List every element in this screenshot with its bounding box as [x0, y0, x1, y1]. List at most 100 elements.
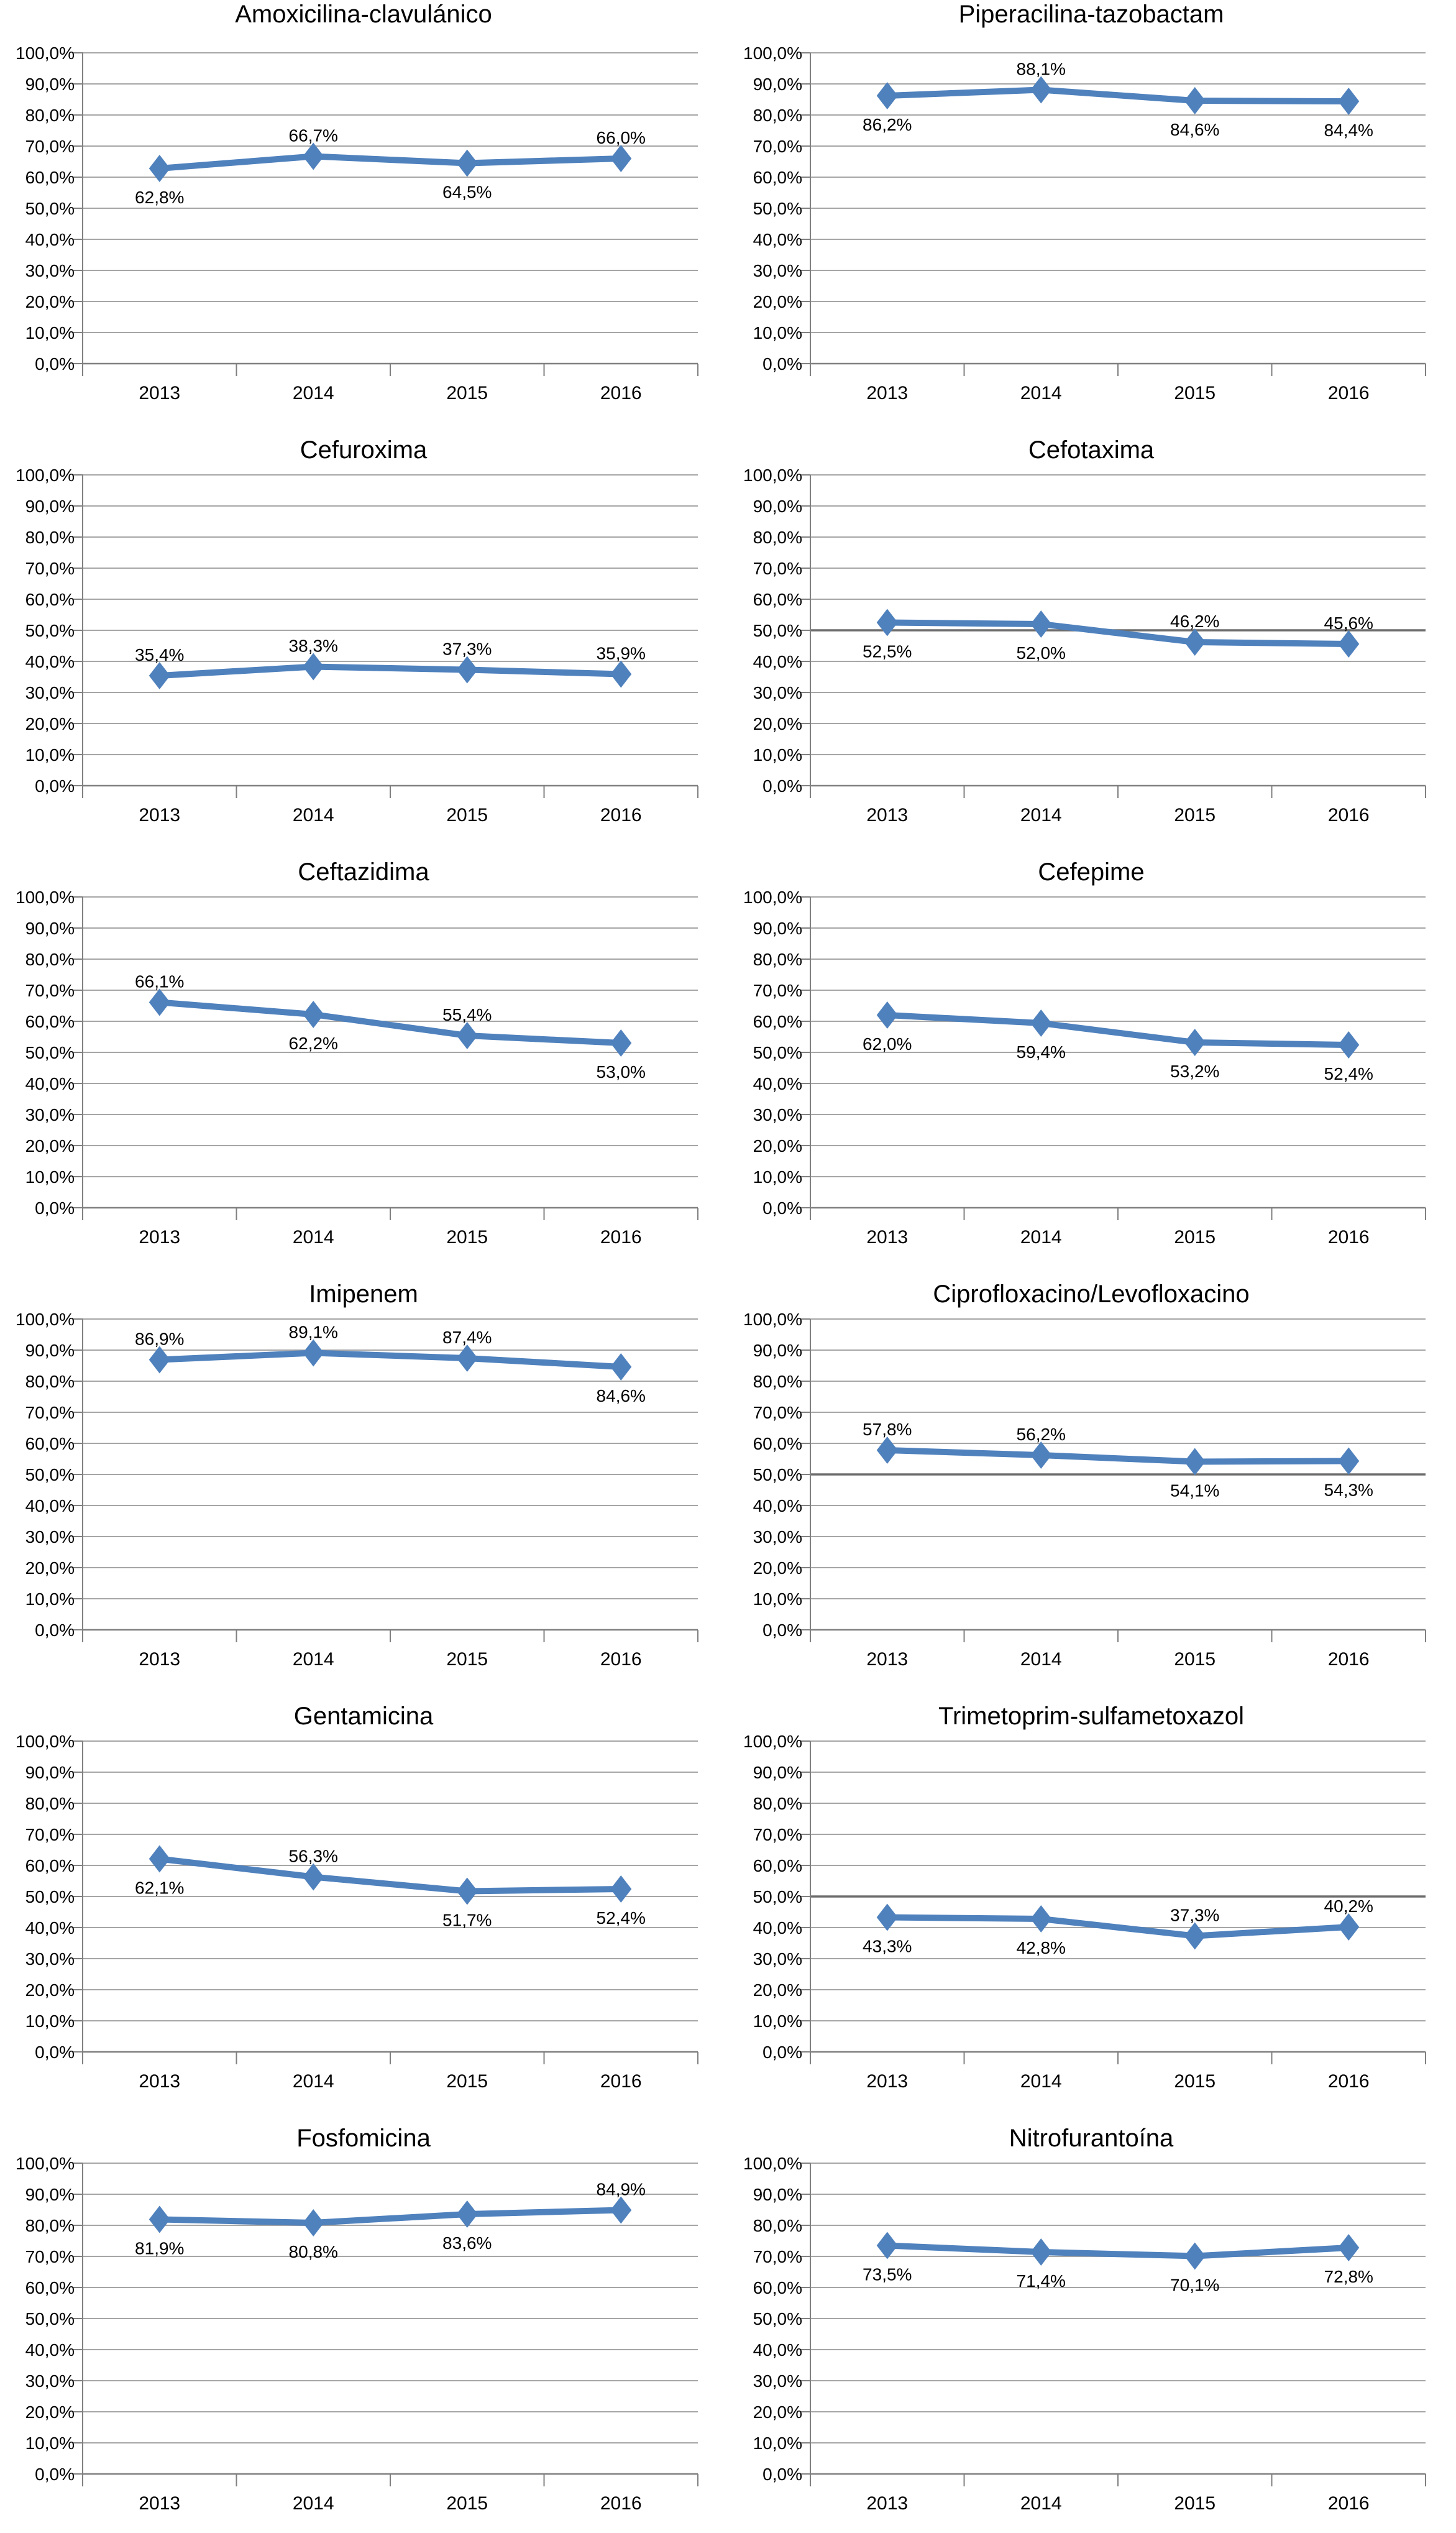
- x-axis-label: 2014: [293, 2071, 334, 2092]
- y-axis-tick-label: 80,0%: [25, 2216, 75, 2235]
- x-axis-label: 2014: [1020, 2493, 1062, 2514]
- y-axis-tick-label: 90,0%: [753, 2185, 802, 2204]
- data-point-label: 35,9%: [597, 644, 646, 663]
- y-axis-tick-label: 10,0%: [25, 2434, 75, 2453]
- data-point-label: 72,8%: [1324, 2267, 1373, 2286]
- y-axis-tick-label: 100,0%: [16, 2154, 75, 2173]
- chart-canvas-ceftazidima: 100,0% 90,0% 80,0% 70,0% 60,0% 50,0% 40,0% 30,0…: [16, 858, 698, 1248]
- x-axis-label: 2016: [600, 2071, 642, 2092]
- y-axis-tick-label: 70,0%: [753, 2247, 802, 2266]
- y-axis-tick-label: 20,0%: [753, 714, 802, 733]
- x-axis-label: 2016: [600, 1649, 642, 1670]
- data-point-label: 52,4%: [597, 1908, 646, 1928]
- data-point-label: 45,6%: [1324, 614, 1373, 633]
- y-axis-tick-label: 50,0%: [25, 1043, 75, 1062]
- y-axis-tick-label: 100,0%: [16, 466, 75, 485]
- data-point-marker: [456, 2200, 478, 2228]
- y-axis-tick-label: 80,0%: [25, 1372, 75, 1391]
- data-point-marker: [1338, 630, 1360, 658]
- y-axis-tick-label: 60,0%: [25, 168, 75, 187]
- y-axis-tick-label: 50,0%: [753, 1887, 802, 1906]
- data-point-label: 89,1%: [289, 1323, 338, 1342]
- data-point-marker: [149, 662, 170, 689]
- data-point-marker: [876, 82, 898, 109]
- y-axis-tick-label: 30,0%: [753, 261, 802, 280]
- x-axis-label: 2016: [1328, 383, 1370, 403]
- y-axis-tick-label: 40,0%: [25, 652, 75, 671]
- chart-title: Trimetoprim-sulfametoxazol: [938, 1703, 1244, 1730]
- y-axis-tick-label: 80,0%: [25, 950, 75, 969]
- x-axis-label: 2013: [866, 383, 908, 403]
- y-axis-tick-label: 30,0%: [25, 1527, 75, 1547]
- x-axis-label: 2015: [446, 1649, 488, 1670]
- y-axis-tick-label: 50,0%: [25, 2309, 75, 2328]
- y-axis-tick-label: 60,0%: [753, 590, 802, 609]
- data-point-marker: [876, 1437, 898, 1464]
- chart-canvas-ciprofloxacino-levofloxacino: 100,0% 90,0% 80,0% 70,0% 60,0% 50,0% 40,0% 30,0…: [743, 1280, 1426, 1670]
- x-axis-label: 2015: [1174, 805, 1216, 825]
- y-axis-tick-label: 40,0%: [25, 2340, 75, 2360]
- x-axis-label: 2015: [446, 2493, 488, 2514]
- x-axis-label: 2016: [1328, 2493, 1370, 2514]
- x-axis-label: 2015: [1174, 1649, 1216, 1670]
- y-axis-tick-label: 100,0%: [743, 44, 802, 63]
- y-axis-tick-label: 10,0%: [753, 2434, 802, 2453]
- data-point-label: 43,3%: [863, 1937, 912, 1956]
- y-axis-tick-label: 70,0%: [25, 981, 75, 1000]
- data-point-label: 66,1%: [135, 972, 184, 991]
- y-axis-tick-label: 40,0%: [25, 1496, 75, 1515]
- x-axis-label: 2016: [600, 1227, 642, 1248]
- x-axis-label: 2014: [1020, 2071, 1062, 2092]
- y-axis-tick-label: 80,0%: [753, 1372, 802, 1391]
- data-point-label: 62,8%: [135, 188, 184, 207]
- data-point-marker: [1030, 76, 1052, 104]
- y-axis-tick-label: 0,0%: [35, 1198, 75, 1218]
- x-axis-label: 2013: [139, 2071, 180, 2092]
- data-point-label: 57,8%: [863, 1420, 912, 1439]
- chart-title: Ciprofloxacino/Levofloxacino: [933, 1280, 1249, 1308]
- data-point-marker: [1030, 1441, 1052, 1469]
- y-axis-tick-label: 70,0%: [753, 137, 802, 156]
- data-point-marker: [303, 1863, 324, 1891]
- data-point-marker: [876, 1903, 898, 1931]
- x-axis-label: 2014: [1020, 383, 1062, 403]
- data-point-label: 62,0%: [863, 1034, 912, 1054]
- data-point-marker: [610, 145, 632, 172]
- y-axis-tick-label: 90,0%: [753, 919, 802, 938]
- x-axis-label: 2015: [446, 2071, 488, 2092]
- y-axis-tick-label: 20,0%: [25, 1980, 75, 2000]
- x-axis-label: 2013: [139, 805, 180, 825]
- y-axis-tick-label: 90,0%: [25, 75, 75, 94]
- y-axis-tick-label: 40,0%: [25, 230, 75, 249]
- x-axis-label: 2014: [1020, 805, 1062, 825]
- data-point-marker: [610, 660, 632, 688]
- x-axis-label: 2015: [1174, 2493, 1216, 2514]
- data-point-marker: [610, 2196, 632, 2224]
- chart-ceftazidima: 100,0% 90,0% 80,0% 70,0% 60,0% 50,0% 40,0% 30,0…: [0, 844, 728, 1266]
- y-axis-tick-label: 40,0%: [25, 1918, 75, 1938]
- x-axis-label: 2013: [139, 1227, 180, 1248]
- y-axis-tick-label: 0,0%: [762, 1620, 802, 1640]
- y-axis-tick-label: 90,0%: [25, 919, 75, 938]
- chart-canvas-cefepime: 100,0% 90,0% 80,0% 70,0% 60,0% 50,0% 40,0% 30,0…: [743, 858, 1426, 1248]
- data-point-marker: [1338, 88, 1360, 115]
- data-point-label: 37,3%: [1170, 1906, 1219, 1925]
- chart-title: Cefuroxima: [300, 436, 428, 464]
- y-axis-tick-label: 60,0%: [25, 2278, 75, 2297]
- y-axis-tick-label: 20,0%: [753, 1136, 802, 1156]
- y-axis-tick-label: 80,0%: [753, 1794, 802, 1813]
- data-point-marker: [610, 1875, 632, 1903]
- y-axis-tick-label: 50,0%: [25, 199, 75, 218]
- data-point-label: 42,8%: [1017, 1938, 1066, 1957]
- data-point-marker: [456, 1022, 478, 1049]
- chart-title: Nitrofurantoína: [1009, 2125, 1174, 2152]
- data-point-label: 37,3%: [442, 640, 492, 659]
- data-point-label: 84,6%: [597, 1386, 646, 1405]
- data-point-marker: [876, 1001, 898, 1029]
- y-axis-tick-label: 100,0%: [16, 1310, 75, 1329]
- data-point-marker: [1184, 1922, 1206, 1950]
- y-axis-tick-label: 50,0%: [753, 1043, 802, 1062]
- data-point-marker: [1030, 1009, 1052, 1037]
- chart-canvas-trimetoprim-sulfametoxazol: 100,0% 90,0% 80,0% 70,0% 60,0% 50,0% 40,0% 30,0…: [743, 1703, 1426, 2092]
